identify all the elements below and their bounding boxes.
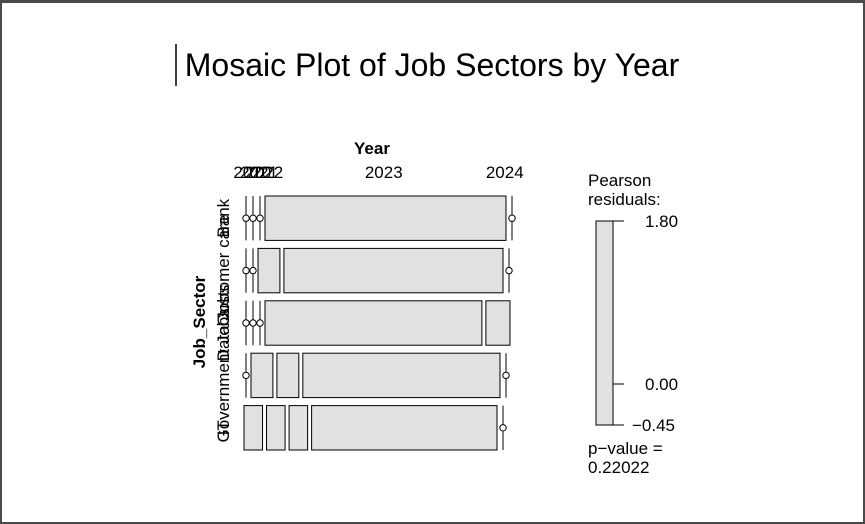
legend-title-line1: Pearson	[588, 171, 651, 190]
mosaic-cell	[276, 352, 300, 399]
mosaic-cell	[264, 195, 507, 241]
zero-cell-marker	[242, 214, 250, 222]
mosaic-cell	[485, 300, 511, 346]
mosaic-cell	[257, 247, 281, 294]
column-tick-label: 2023	[365, 163, 403, 182]
legend-color-bar	[595, 220, 614, 426]
row-tick-label: IT	[214, 420, 233, 435]
column-variable-label: Year	[354, 139, 390, 158]
zero-cell-marker	[249, 266, 257, 275]
zero-cell-marker	[505, 266, 513, 275]
column-tick-label: 2021	[240, 163, 278, 182]
row-tick-label: Data Jobs	[214, 285, 233, 362]
mosaic-cell	[266, 405, 286, 451]
row-tick-label: Bank	[214, 198, 233, 237]
column-tick-label: 2022	[245, 163, 283, 182]
mosaic-cell	[311, 405, 498, 451]
zero-cell-marker	[242, 266, 250, 275]
mosaic-cell	[283, 247, 504, 294]
residual-legend: Pearson residuals: 1.80 0.00 −0.45 p−val…	[588, 171, 678, 477]
p-value-line2: 0.22022	[588, 458, 649, 477]
mosaic-cells	[242, 195, 516, 451]
zero-cell-marker	[508, 214, 516, 222]
mosaic-cell	[264, 300, 483, 346]
p-value-line1: p−value =	[588, 439, 663, 458]
legend-label-min: −0.45	[632, 416, 675, 435]
mosaic-cell	[302, 352, 501, 399]
legend-title-line2: residuals:	[588, 190, 661, 209]
mosaic-cell	[243, 405, 264, 451]
column-tick-label: 2024	[486, 163, 524, 182]
mosaic-cell	[250, 352, 274, 399]
zero-cell-marker	[499, 424, 507, 432]
column-tick-label: 2020	[233, 163, 271, 182]
row-tick-label: Government Jobs	[214, 308, 233, 442]
zero-cell-marker	[256, 319, 264, 327]
zero-cell-marker	[502, 371, 510, 380]
chart-title: Mosaic Plot of Job Sectors by Year	[185, 47, 680, 83]
zero-cell-marker	[242, 371, 250, 380]
row-tick-label: Customer care	[214, 215, 233, 326]
zero-cell-marker	[249, 319, 257, 327]
zero-cell-marker	[256, 214, 264, 222]
row-variable-label: Job_Sector	[190, 275, 209, 368]
zero-cell-marker	[242, 319, 250, 327]
legend-label-mid: 0.00	[645, 375, 678, 394]
zero-cell-marker	[249, 214, 257, 222]
mosaic-cell	[288, 405, 309, 451]
legend-label-max: 1.80	[645, 212, 678, 231]
